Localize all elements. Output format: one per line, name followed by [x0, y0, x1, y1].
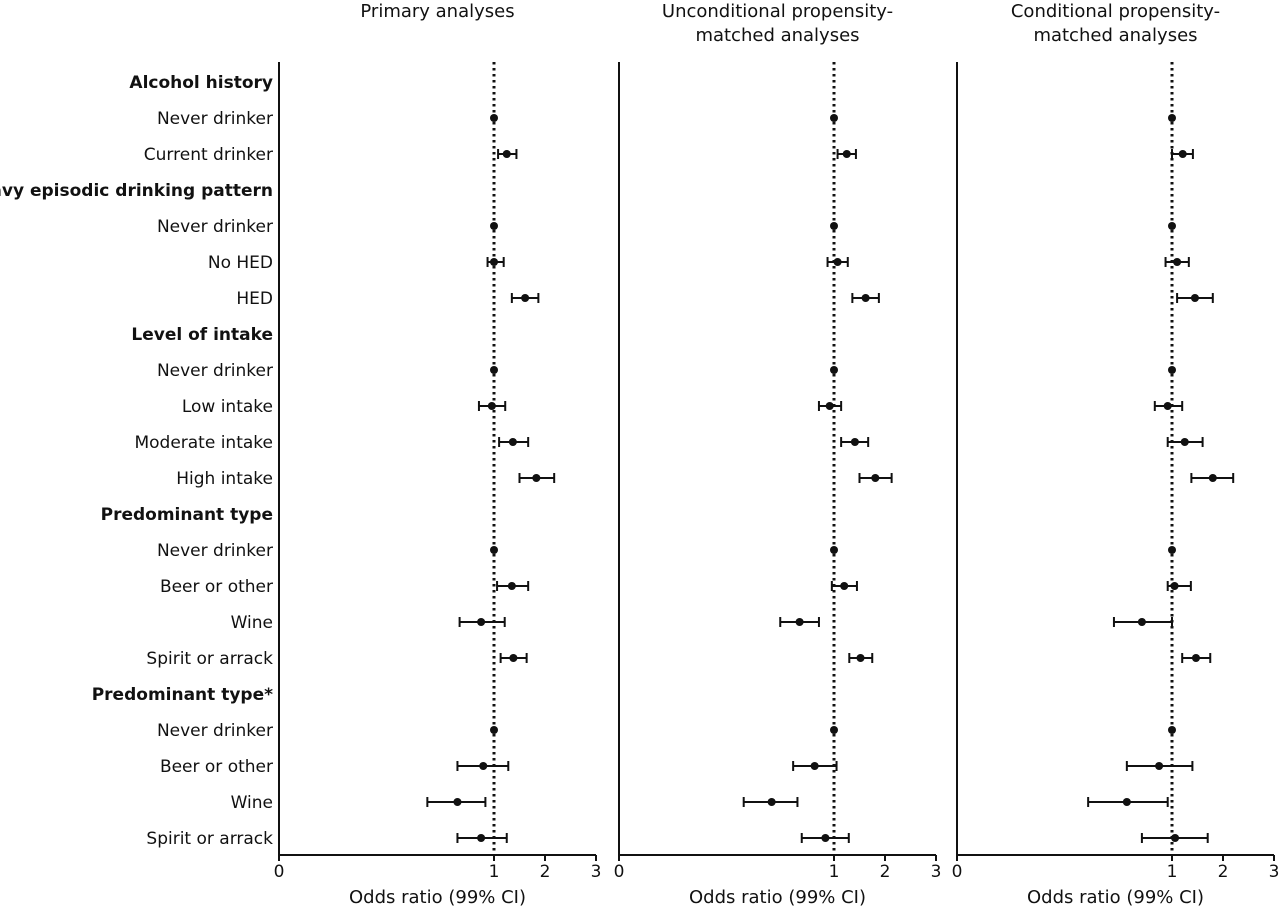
- panel-title: Unconditional propensity-: [662, 1, 893, 22]
- point-estimate: [830, 366, 838, 374]
- x-axis-label: Odds ratio (99% CI): [1027, 887, 1204, 908]
- point-estimate: [1137, 618, 1146, 626]
- point-estimate: [487, 402, 496, 410]
- x-axis-label: Odds ratio (99% CI): [689, 887, 866, 908]
- x-tick-label: 3: [591, 862, 602, 882]
- point-estimate: [1168, 222, 1176, 230]
- row-label: Never drinker: [157, 721, 273, 741]
- group-header-label: Predominant type*: [92, 685, 273, 705]
- point-estimate: [842, 150, 851, 158]
- group-header-label: Alcohol history: [129, 73, 273, 93]
- row-label: Wine: [231, 613, 273, 633]
- group-header-label: Predominant type: [101, 505, 273, 525]
- point-estimate: [861, 294, 870, 302]
- x-tick-label: 3: [1269, 862, 1280, 882]
- row-label: No HED: [208, 253, 273, 273]
- point-estimate: [1155, 762, 1164, 770]
- x-tick-label: 0: [614, 862, 625, 882]
- point-estimate: [507, 582, 516, 590]
- x-tick-label: 1: [829, 862, 840, 882]
- point-estimate: [1168, 726, 1176, 734]
- point-estimate: [490, 366, 498, 374]
- row-label: Low intake: [182, 397, 273, 417]
- group-header-label: Heavy episodic drinking pattern: [0, 181, 273, 201]
- row-label: Never drinker: [157, 361, 273, 381]
- x-tick-label: 3: [931, 862, 942, 882]
- x-tick-label: 1: [1167, 862, 1178, 882]
- point-estimate: [1122, 798, 1131, 806]
- point-estimate: [532, 474, 541, 482]
- row-label: Never drinker: [157, 541, 273, 561]
- point-estimate: [810, 762, 819, 770]
- row-label: Never drinker: [157, 217, 273, 237]
- point-estimate: [825, 402, 834, 410]
- x-tick-label: 0: [952, 862, 963, 882]
- point-estimate: [1163, 402, 1172, 410]
- row-label: Beer or other: [160, 757, 273, 777]
- point-estimate: [477, 618, 486, 626]
- point-estimate: [856, 654, 865, 662]
- x-tick-label: 1: [489, 862, 500, 882]
- point-estimate: [508, 438, 517, 446]
- point-estimate: [490, 114, 498, 122]
- point-estimate: [509, 654, 518, 662]
- point-estimate: [1173, 258, 1182, 266]
- point-estimate: [795, 618, 804, 626]
- point-estimate: [1180, 438, 1189, 446]
- panel-title: matched analyses: [1033, 25, 1197, 46]
- panel-title: Conditional propensity-: [1011, 1, 1220, 22]
- point-estimate: [1208, 474, 1217, 482]
- point-estimate: [1168, 546, 1176, 554]
- point-estimate: [1190, 294, 1199, 302]
- point-estimate: [1191, 654, 1200, 662]
- point-estimate: [490, 258, 498, 266]
- point-estimate: [490, 546, 498, 554]
- point-estimate: [521, 294, 530, 302]
- row-label: High intake: [176, 469, 273, 489]
- point-estimate: [1168, 366, 1176, 374]
- point-estimate: [840, 582, 849, 590]
- point-estimate: [477, 834, 486, 842]
- point-estimate: [830, 546, 838, 554]
- point-estimate: [453, 798, 462, 806]
- row-label: Spirit or arrack: [146, 829, 273, 849]
- row-label: HED: [236, 289, 273, 309]
- row-label: Beer or other: [160, 577, 273, 597]
- point-estimate: [1170, 582, 1179, 590]
- point-estimate: [1171, 834, 1180, 842]
- x-tick-label: 2: [540, 862, 551, 882]
- point-estimate: [490, 222, 498, 230]
- x-tick-label: 2: [1218, 862, 1229, 882]
- point-estimate: [830, 726, 838, 734]
- point-estimate: [833, 258, 842, 266]
- row-label: Wine: [231, 793, 273, 813]
- point-estimate: [1168, 114, 1176, 122]
- row-label: Current drinker: [144, 145, 273, 165]
- point-estimate: [479, 762, 488, 770]
- point-estimate: [850, 438, 859, 446]
- x-tick-label: 0: [274, 862, 285, 882]
- point-estimate: [830, 222, 838, 230]
- point-estimate: [821, 834, 830, 842]
- row-label: Moderate intake: [134, 433, 273, 453]
- point-estimate: [871, 474, 880, 482]
- point-estimate: [1178, 150, 1187, 158]
- panel-title: matched analyses: [695, 25, 859, 46]
- row-label: Never drinker: [157, 109, 273, 129]
- x-axis-label: Odds ratio (99% CI): [349, 887, 526, 908]
- panel-title: Primary analyses: [360, 1, 514, 22]
- point-estimate: [502, 150, 511, 158]
- group-header-label: Level of intake: [131, 325, 273, 345]
- point-estimate: [490, 726, 498, 734]
- point-estimate: [830, 114, 838, 122]
- x-tick-label: 2: [880, 862, 891, 882]
- point-estimate: [767, 798, 776, 806]
- row-label: Spirit or arrack: [146, 649, 273, 669]
